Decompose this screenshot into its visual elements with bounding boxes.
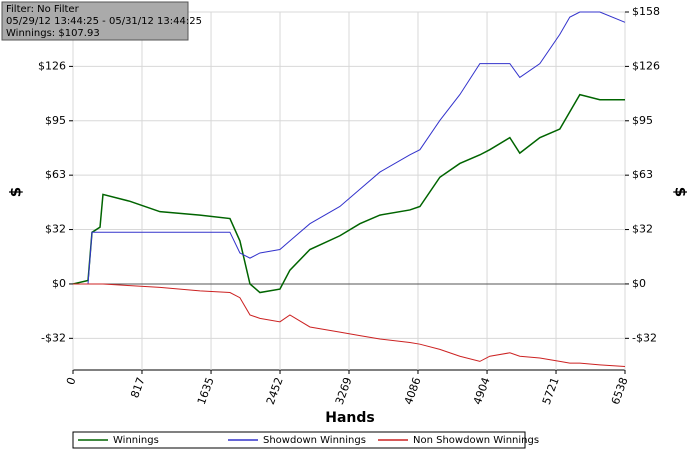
y-tick-label: -$32 bbox=[41, 331, 66, 344]
x-axis-title: Hands bbox=[325, 410, 375, 426]
legend-box bbox=[72, 431, 526, 449]
y2-tick-label: $95 bbox=[632, 114, 653, 127]
y2-tick-label: -$32 bbox=[632, 331, 657, 344]
y-tick-label: $126 bbox=[38, 59, 66, 72]
y-tick-label: $63 bbox=[45, 168, 66, 181]
y2-axis-title: $ bbox=[672, 187, 690, 197]
legend-label: Winnings bbox=[113, 435, 159, 446]
y2-tick-label: $63 bbox=[632, 168, 653, 181]
info-text: Filter: No Filter bbox=[6, 4, 80, 15]
y-tick-label: $0 bbox=[52, 277, 66, 290]
y2-tick-label: $32 bbox=[632, 223, 653, 236]
legend-label: Showdown Winnings bbox=[263, 435, 366, 446]
y-tick-label: $95 bbox=[45, 114, 66, 127]
info-box bbox=[1, 1, 189, 41]
y-tick-label: $32 bbox=[45, 223, 66, 236]
x-tick-label: 0 bbox=[64, 376, 79, 387]
series-line bbox=[72, 93, 625, 294]
legend-label: Non Showdown Winnings bbox=[413, 435, 539, 446]
series-line bbox=[73, 11, 626, 285]
y2-tick-label: $0 bbox=[632, 277, 646, 290]
y2-tick-label: $126 bbox=[632, 59, 660, 72]
series-line bbox=[73, 283, 626, 368]
info-text: Winnings: $107.93 bbox=[6, 28, 100, 39]
y-axis-title: $ bbox=[7, 187, 25, 197]
info-text: 05/29/12 13:44:25 - 05/31/12 13:44:25 bbox=[6, 16, 202, 27]
y2-tick-label: $158 bbox=[632, 5, 660, 18]
